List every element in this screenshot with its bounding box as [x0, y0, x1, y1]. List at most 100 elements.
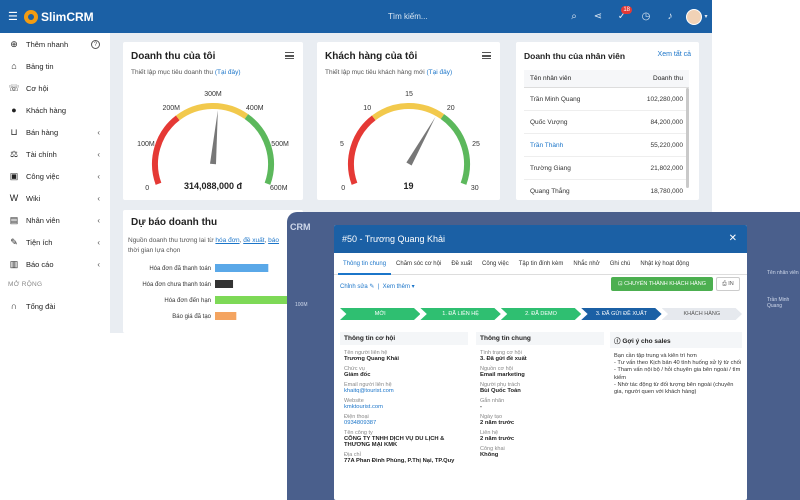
sidebar-item-0[interactable]: ⌂ Bảng tin: [0, 55, 110, 77]
card-subtitle: Thiết lập mục tiêu doanh thu (Tại đây): [131, 69, 241, 76]
field-value: 2 năm trước: [480, 436, 515, 442]
quick-add-label: Thêm nhanh: [26, 39, 69, 49]
field-label: Công khai: [480, 446, 505, 452]
gauge-tick-label: 0: [145, 185, 149, 192]
column-title: Thông tin chung: [476, 332, 604, 345]
headset-icon: ∩: [10, 301, 18, 311]
sidebar-item-1[interactable]: ☏ Cơ hội: [0, 77, 110, 99]
view-all-link[interactable]: Xem tất cả: [657, 51, 691, 58]
tab-5[interactable]: Nhắc nhở: [573, 260, 600, 267]
tab-2[interactable]: Đề xuất: [451, 260, 473, 267]
bell-icon[interactable]: ♪: [667, 11, 673, 22]
field-label: Điện thoại: [344, 414, 369, 420]
sidebar-item-7[interactable]: ▤ Nhân viên ‹: [0, 209, 110, 231]
staff-revenue: 18,780,000: [650, 187, 683, 195]
gauge-arc-segment: [175, 103, 249, 121]
sidebar-item-label: Công việc: [26, 171, 60, 181]
quote-link[interactable]: báo: [268, 237, 280, 244]
pipeline-step[interactable]: 2. ĐÃ DEMO: [500, 308, 582, 320]
cart-icon: ⊔: [10, 126, 18, 137]
staff-table: Tên nhân viên Doanh thu Trần Minh Quang 1…: [524, 70, 689, 200]
sidebar-item-tong-dai[interactable]: ∩ Tổng đài: [0, 295, 110, 317]
field-value[interactable]: khaitq@tourist.com: [344, 388, 394, 394]
wrench-icon: ✎: [10, 236, 18, 247]
field-value: 77A Phan Đình Phùng, P.Thị Nại, TP.Quy: [344, 458, 455, 464]
staff-revenue-card: Doanh thu của nhân viên Xem tất cả Tên n…: [516, 42, 699, 200]
app-logo[interactable]: SlimCRM: [24, 9, 94, 24]
sidebar-item-9[interactable]: ▥ Báo cáo ‹: [0, 253, 110, 275]
tab-4[interactable]: Tập tin đính kèm: [518, 260, 564, 267]
edit-button[interactable]: Chỉnh sửa ✎: [340, 284, 375, 290]
bar: [215, 280, 234, 288]
field-value: Không: [480, 452, 499, 458]
help-icon[interactable]: ?: [91, 39, 100, 49]
card-menu-icon[interactable]: [482, 52, 491, 59]
sidebar-item-4[interactable]: ⚖ Tài chính ‹: [0, 143, 110, 165]
staff-name: Trần Minh Quang: [530, 95, 581, 103]
column-title: ⓘ Gợi ý cho sales: [610, 332, 742, 348]
sidebar-item-label: Tổng đài: [26, 301, 56, 311]
chevron-left-icon: ‹: [97, 171, 100, 181]
tab-3[interactable]: Công việc: [482, 260, 509, 267]
sales-tip: Bạn cần tập trung và kiên trì hơn: [614, 353, 697, 359]
more-dropdown[interactable]: Xem thêm ▾: [382, 284, 415, 290]
search-input[interactable]: Tìm kiếm...: [388, 12, 428, 21]
card-menu-icon[interactable]: [285, 52, 294, 59]
card-subtitle: Thiết lập mục tiêu khách hàng mới (Tại đ…: [325, 69, 453, 76]
scrollbar[interactable]: [686, 88, 689, 188]
sidebar-item-3[interactable]: ⊔ Bán hàng ‹: [0, 121, 110, 143]
field-value[interactable]: 0934809387: [344, 420, 377, 426]
staff-revenue: 84,200,000: [650, 118, 683, 126]
sales-tip: - Nhờ tác động từ đối tượng bên ngoài (c…: [614, 381, 734, 396]
general-info-column: Thông tin chung Tình trạng cơ hội 3. Đã g…: [476, 332, 604, 462]
invoice-link[interactable]: hóa đơn: [215, 237, 240, 244]
user-avatar-menu[interactable]: ▾: [682, 0, 712, 33]
print-button[interactable]: ⎙ IN: [716, 277, 740, 291]
bar: [215, 312, 237, 320]
setup-link[interactable]: (Tại đây): [214, 69, 241, 76]
proposal-link[interactable]: đề xuất: [243, 237, 265, 244]
sidebar-item-label: Khách hàng: [26, 105, 67, 115]
clock-icon[interactable]: ◷: [641, 11, 651, 22]
card-title: Doanh thu của nhân viên: [524, 51, 626, 61]
sidebar-item-2[interactable]: ● Khách hàng: [0, 99, 110, 121]
pipeline-step[interactable]: KHÁCH HÀNG: [661, 308, 743, 320]
close-icon[interactable]: ✕: [728, 233, 737, 244]
pipeline-step[interactable]: MỚI: [340, 308, 421, 320]
sales-tip: - Tư vấn theo Kịch bản 40 tình huống xử …: [614, 360, 742, 367]
field-value: Trương Quang Khải: [344, 356, 400, 362]
col-name: Tên nhân viên: [530, 75, 572, 82]
sales-tip: - Tham vấn nội bộ / hỏi chuyên gia bên n…: [614, 367, 741, 381]
sidebar-item-5[interactable]: ▣ Công việc ‹: [0, 165, 110, 187]
share-icon[interactable]: ⋖: [593, 11, 603, 22]
gauge-tick-label: 25: [472, 141, 480, 148]
field-label: Ngày tạo: [480, 414, 503, 420]
customer-gauge: 0 5 10 15 20 25 30: [340, 91, 480, 192]
tab-0[interactable]: Thông tin chung: [338, 253, 392, 275]
quick-add-button[interactable]: ⊕ Thêm nhanh ?: [0, 33, 110, 55]
hamburger-menu-icon[interactable]: ☰: [8, 11, 18, 23]
setup-link[interactable]: (Tại đây): [426, 69, 453, 76]
gauge-tick-label: 30: [471, 185, 479, 192]
tab-6[interactable]: Ghi chú: [609, 260, 631, 267]
pipeline-step[interactable]: 3. ĐÃ GỬI ĐỀ XUẤT: [581, 308, 662, 320]
sidebar-item-8[interactable]: ✎ Tiện ích ‹: [0, 231, 110, 253]
gauge-value: 19: [403, 181, 414, 191]
field-value[interactable]: kmktourist.com: [344, 404, 383, 410]
opportunity-info-column: Thông tin cơ hội Tên người liên hệ Trương…: [340, 332, 468, 468]
backdrop-gauge-tick: 100M: [295, 302, 308, 308]
modal-header: #50 - Trương Quang Khải ✕: [334, 225, 747, 253]
tasks-check-icon[interactable]: ✓ 18: [617, 6, 632, 22]
phone-icon: ☏: [8, 82, 20, 93]
pipeline-step[interactable]: 1. ĐÃ LIÊN HỆ: [420, 308, 501, 320]
tab-1[interactable]: Chăm sóc cơ hội: [396, 260, 442, 267]
tab-7[interactable]: Nhật ký hoạt động: [640, 260, 690, 267]
field-label: Email người liên hệ: [344, 382, 392, 388]
staff-name[interactable]: Trần Thành: [530, 141, 564, 149]
tasks-icon: ▣: [9, 170, 19, 181]
convert-to-customer-button[interactable]: ⊡ CHUYỂN THÀNH KHÁCH HÀNG: [611, 277, 713, 291]
sidebar-item-6[interactable]: W Wiki ‹: [0, 187, 110, 209]
field-label: Liên hệ: [480, 430, 499, 436]
wiki-icon: W: [9, 193, 19, 203]
search-icon[interactable]: ⌕: [571, 11, 577, 22]
